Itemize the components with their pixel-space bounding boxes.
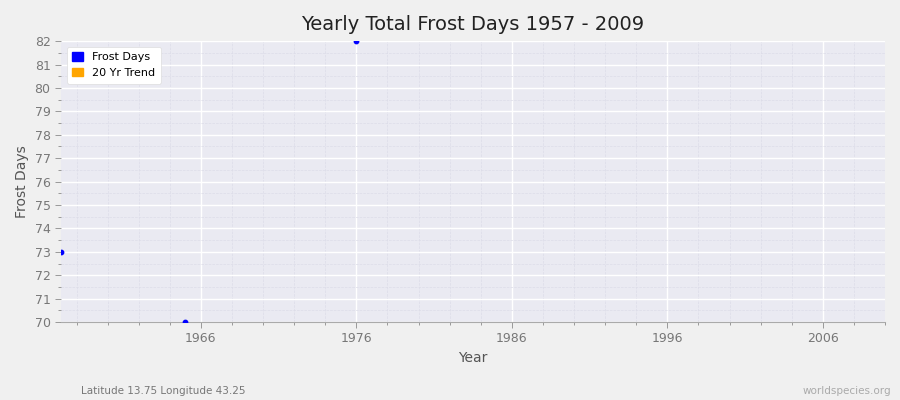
Point <box>178 319 193 325</box>
Legend: Frost Days, 20 Yr Trend: Frost Days, 20 Yr Trend <box>67 47 161 84</box>
Point <box>349 38 364 44</box>
Text: Latitude 13.75 Longitude 43.25: Latitude 13.75 Longitude 43.25 <box>81 386 246 396</box>
X-axis label: Year: Year <box>458 351 488 365</box>
Text: worldspecies.org: worldspecies.org <box>803 386 891 396</box>
Point <box>54 248 68 255</box>
Y-axis label: Frost Days: Frost Days <box>15 145 29 218</box>
Title: Yearly Total Frost Days 1957 - 2009: Yearly Total Frost Days 1957 - 2009 <box>302 15 644 34</box>
